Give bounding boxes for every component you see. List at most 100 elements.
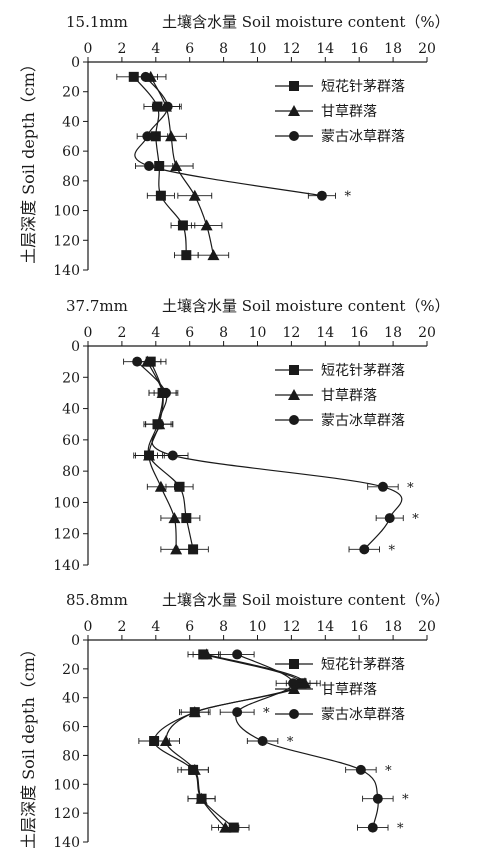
series-line <box>165 653 306 828</box>
data-point <box>372 793 383 804</box>
x-tick-label: 2 <box>117 325 126 341</box>
x-tick-label: 4 <box>151 325 160 341</box>
legend-item: 蒙古冰草群落 <box>275 413 405 429</box>
x-tick-label: 18 <box>384 41 402 57</box>
data-point <box>159 735 172 746</box>
data-point <box>168 512 181 524</box>
series-3: * * * * * <box>219 649 409 837</box>
data-point <box>154 480 167 492</box>
data-point <box>257 736 268 746</box>
legend-item: 短花针茅群落 <box>275 657 405 673</box>
chart-panel-2: 37.7mm 土壤含水量 Soil moisture content（%） 0 2 4 6… <box>53 297 449 574</box>
legend-marker <box>288 389 300 400</box>
legend-marker <box>288 683 300 694</box>
x-axis-label: 土壤含水量 Soil moisture content（%） <box>162 13 450 31</box>
significance-mark: * <box>287 735 294 750</box>
data-point <box>170 160 183 171</box>
significance-mark: * <box>344 190 351 205</box>
y-tick-label: 140 <box>53 263 80 279</box>
x-tick-label: 14 <box>316 619 334 635</box>
significance-mark: * <box>263 706 270 721</box>
y-tick-label: 40 <box>62 691 80 707</box>
x-tick-label: 20 <box>418 619 436 635</box>
data-point <box>140 71 151 82</box>
y-tick-label: 140 <box>53 558 80 574</box>
legend-item: 甘草群落 <box>275 104 377 120</box>
significance-mark: * <box>389 543 396 558</box>
y-tick-label: 120 <box>53 527 80 543</box>
x-tick-label: 18 <box>384 325 402 341</box>
data-point <box>165 130 178 142</box>
y-tick-label: 60 <box>62 720 80 736</box>
legend-item: 短花针茅群落 <box>275 363 405 379</box>
data-point <box>188 763 201 775</box>
series-2 <box>133 355 192 555</box>
data-point <box>384 513 395 524</box>
y-tick-label: 40 <box>62 114 80 130</box>
legend-label: 蒙古冰草群落 <box>321 129 405 145</box>
x-tick-label: 2 <box>117 41 126 57</box>
legend-marker <box>289 709 299 719</box>
legend-marker <box>289 131 299 141</box>
legend-label: 短花针茅群落 <box>321 363 405 379</box>
data-point <box>207 249 220 261</box>
y-tick-label: 100 <box>53 495 80 511</box>
x-tick-label: 16 <box>350 41 368 57</box>
data-point <box>298 677 311 689</box>
y-axis-label: 土层深度 Soil depth（cm） <box>19 56 38 264</box>
data-point <box>143 449 156 461</box>
data-point <box>155 190 166 201</box>
x-tick-label: 10 <box>249 325 267 341</box>
y-axis-label: 土层深度 Soil depth（cm） <box>19 641 38 849</box>
panel-title: 85.8mm <box>66 591 128 609</box>
legend-label: 短花针茅群落 <box>321 657 405 673</box>
y-tick-label: 100 <box>53 777 80 793</box>
data-point <box>181 250 192 261</box>
data-point <box>188 189 201 201</box>
legend-item: 甘草群落 <box>275 682 377 698</box>
legend-item: 甘草群落 <box>275 388 377 404</box>
x-tick-label: 8 <box>219 325 228 341</box>
x-tick-label: 16 <box>350 619 368 635</box>
x-axis-label: 土壤含水量 Soil moisture content（%） <box>162 591 450 609</box>
x-tick-label: 0 <box>84 619 93 635</box>
series-2 <box>151 648 321 833</box>
significance-mark: * <box>412 512 419 527</box>
data-point <box>144 161 155 171</box>
data-point <box>170 543 183 555</box>
legend-item: 蒙古冰草群落 <box>275 129 405 145</box>
data-point <box>355 764 366 775</box>
significance-mark: * <box>385 764 392 779</box>
x-axis-label: 土壤含水量 Soil moisture content（%） <box>162 297 450 315</box>
legend-label: 蒙古冰草群落 <box>321 413 405 429</box>
chart-panel-3: 85.8mm 土壤含水量 Soil moisture content（%） 0 2 4 6… <box>53 591 449 851</box>
data-point <box>160 387 171 398</box>
x-tick-label: 10 <box>249 41 267 57</box>
data-point <box>154 419 165 430</box>
y-tick-label: 0 <box>71 339 80 355</box>
y-tick-label: 20 <box>62 85 80 101</box>
legend-item: 蒙古冰草群落 <box>275 707 405 723</box>
y-tick-label: 20 <box>62 370 80 386</box>
legend-label: 短花针茅群落 <box>321 79 405 95</box>
x-tick-label: 12 <box>282 619 300 635</box>
y-tick-label: 140 <box>53 835 80 851</box>
data-point <box>167 450 178 461</box>
legend-marker <box>289 81 299 91</box>
data-point <box>377 481 388 492</box>
x-tick-label: 4 <box>151 619 160 635</box>
significance-mark: * <box>397 822 404 837</box>
legend-label: 甘草群落 <box>321 104 377 120</box>
x-tick-label: 14 <box>316 325 334 341</box>
x-tick-label: 16 <box>350 325 368 341</box>
y-tick-label: 100 <box>53 204 80 220</box>
y-tick-label: 80 <box>62 174 80 190</box>
data-point <box>367 822 378 833</box>
chart-panel-1: 15.1mm 土壤含水量 Soil moisture content（%） 0 2 4 6… <box>53 13 449 279</box>
legend-label: 蒙古冰草群落 <box>321 707 405 723</box>
x-tick-label: 6 <box>185 325 194 341</box>
data-point <box>174 481 185 492</box>
x-tick-label: 2 <box>117 619 126 635</box>
y-tick-label: 40 <box>62 402 80 418</box>
